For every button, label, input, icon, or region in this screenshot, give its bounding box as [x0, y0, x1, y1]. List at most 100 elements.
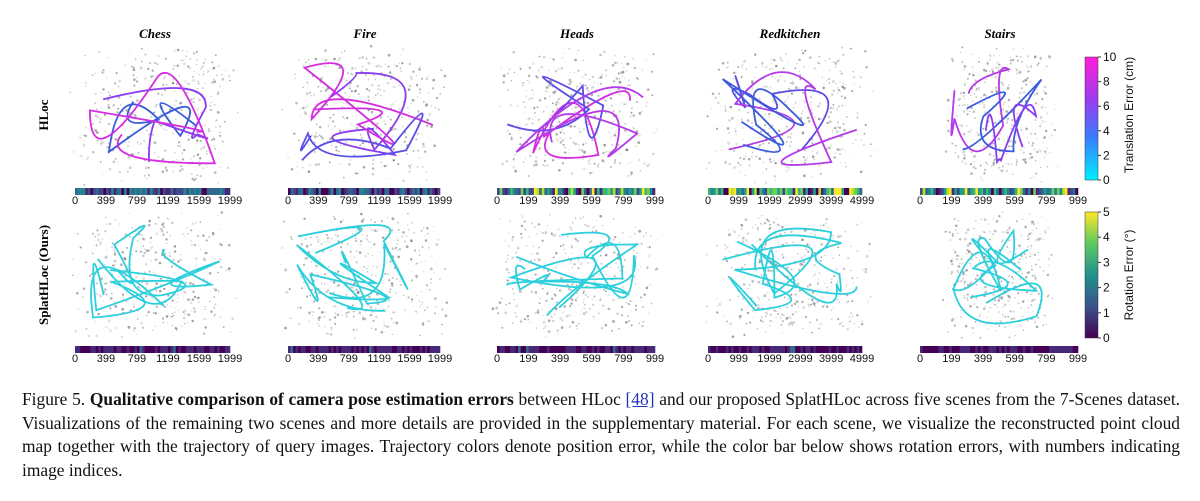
point	[144, 166, 148, 170]
point	[796, 300, 799, 303]
point	[163, 306, 166, 308]
point	[137, 318, 139, 320]
bar-segment	[149, 188, 153, 195]
point	[765, 282, 767, 285]
point	[105, 282, 108, 285]
point	[599, 254, 602, 257]
point	[213, 138, 216, 141]
point	[372, 159, 375, 161]
point	[827, 78, 830, 81]
point	[629, 115, 632, 118]
point	[302, 263, 306, 266]
point	[173, 245, 177, 248]
point	[343, 77, 346, 80]
point	[322, 137, 325, 140]
point	[570, 262, 572, 265]
point	[203, 124, 206, 127]
point	[611, 143, 613, 146]
point	[344, 91, 347, 94]
bar-segment	[710, 346, 714, 353]
point	[976, 87, 978, 90]
bar-segment	[591, 188, 595, 195]
point	[533, 164, 536, 167]
point	[289, 317, 291, 319]
point	[502, 81, 506, 84]
point	[989, 59, 991, 61]
bar-segment	[785, 346, 788, 353]
point	[757, 298, 761, 301]
point	[82, 296, 84, 298]
point	[329, 285, 332, 288]
point	[392, 86, 395, 88]
point	[154, 312, 157, 315]
point	[625, 301, 628, 304]
point	[735, 142, 738, 145]
bar-segment	[170, 346, 174, 353]
bar-segment	[754, 188, 758, 195]
bar-segment	[560, 346, 564, 353]
point	[430, 105, 432, 107]
point	[783, 100, 787, 104]
citation-link[interactable]: [48]	[625, 389, 655, 409]
bar-segment	[800, 188, 804, 195]
point	[1025, 276, 1028, 279]
point	[1046, 147, 1049, 150]
point	[771, 124, 774, 127]
point	[1043, 142, 1045, 144]
point	[586, 86, 589, 89]
point	[204, 82, 206, 85]
point	[819, 224, 823, 227]
bar-segment	[728, 188, 732, 195]
point	[337, 59, 340, 62]
bar-segment	[795, 346, 799, 353]
point	[757, 296, 759, 299]
point	[574, 217, 577, 219]
point	[390, 317, 393, 320]
bar-segment	[964, 346, 968, 353]
point	[823, 114, 825, 116]
point	[218, 131, 222, 134]
bar-segment	[188, 346, 192, 353]
point	[542, 232, 544, 234]
point	[289, 236, 293, 239]
point	[212, 287, 215, 290]
point	[184, 291, 187, 295]
point	[317, 323, 319, 324]
point	[984, 69, 988, 73]
bar-segment	[738, 188, 742, 195]
point	[359, 134, 362, 136]
point	[643, 293, 646, 296]
point	[222, 326, 225, 328]
point	[133, 303, 136, 306]
point	[372, 162, 374, 165]
point	[162, 128, 164, 130]
point	[994, 330, 997, 332]
point	[740, 118, 743, 121]
point	[184, 310, 186, 312]
point	[172, 170, 174, 172]
bar-segment	[557, 188, 561, 195]
point	[1006, 102, 1008, 104]
point	[967, 130, 970, 132]
point	[150, 241, 152, 243]
point	[124, 64, 127, 66]
point	[411, 221, 414, 224]
point	[379, 133, 383, 136]
point	[99, 161, 102, 163]
point	[219, 258, 222, 261]
point	[705, 253, 708, 256]
point	[171, 313, 173, 315]
point	[540, 65, 544, 69]
bar-segment	[743, 346, 747, 353]
point	[850, 312, 853, 314]
point	[321, 86, 324, 89]
point	[724, 108, 727, 110]
point	[648, 283, 652, 286]
point	[587, 225, 590, 228]
bar-segment	[746, 188, 750, 195]
point	[820, 256, 823, 259]
point	[170, 265, 173, 268]
point	[184, 322, 186, 325]
bar-segment	[999, 188, 1002, 195]
bar-segment	[854, 188, 858, 195]
